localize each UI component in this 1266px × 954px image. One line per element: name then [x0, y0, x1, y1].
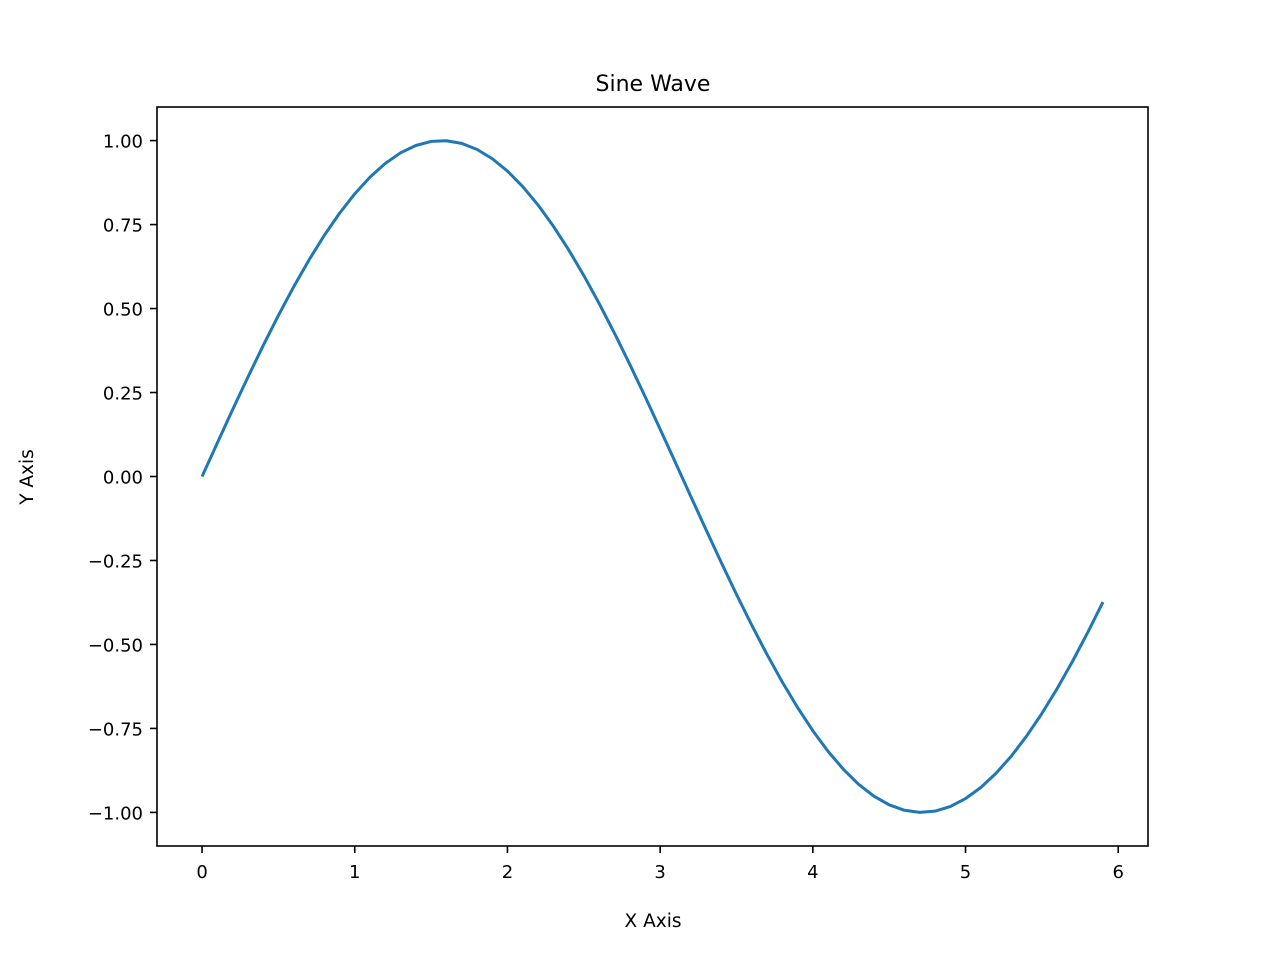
x-tick-label: 5 [960, 862, 971, 883]
y-tick-label: 0.50 [103, 300, 143, 321]
y-axis-label: Y Axis [17, 449, 38, 506]
y-tick-label: −1.00 [88, 803, 143, 824]
x-tick-label: 2 [502, 862, 513, 883]
chart-title: Sine Wave [596, 72, 711, 97]
x-tick-label: 1 [349, 862, 360, 883]
y-tick-label: −0.25 [88, 551, 143, 572]
x-tick-label: 0 [196, 862, 207, 883]
x-tick-label: 3 [654, 862, 665, 883]
series-line-sine [200, 139, 1105, 814]
y-tick-label: 0.25 [103, 384, 143, 405]
x-tick-label: 6 [1112, 862, 1123, 883]
x-axis-label: X Axis [625, 911, 682, 932]
y-tick-label: 1.00 [103, 132, 143, 153]
y-tick-label: 0.75 [103, 216, 143, 237]
y-tick-label: −0.75 [88, 719, 143, 740]
y-tick-label: 0.00 [103, 468, 143, 489]
axes-frame [156, 106, 1149, 847]
x-tick-label: 4 [807, 862, 818, 883]
y-tick-label: −0.50 [88, 635, 143, 656]
